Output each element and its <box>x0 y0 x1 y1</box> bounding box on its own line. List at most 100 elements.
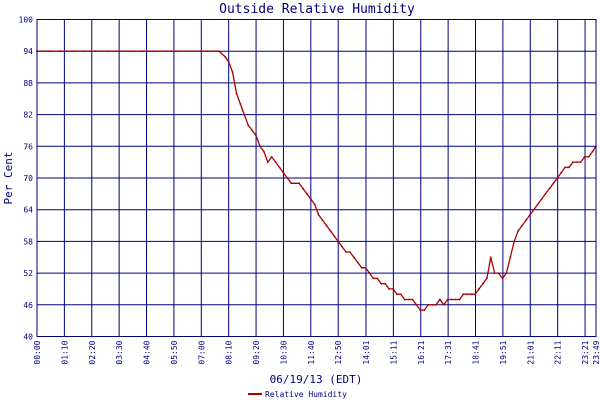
data-point <box>470 293 473 296</box>
y-tick-label: 88 <box>23 79 33 88</box>
data-point <box>505 272 508 274</box>
data-point <box>360 266 363 269</box>
x-tick-label: 23:21 <box>581 340 590 364</box>
legend: Relative Humidity <box>248 390 347 399</box>
data-point <box>431 303 433 306</box>
data-point <box>450 298 453 301</box>
data-point <box>575 161 578 164</box>
data-point <box>446 298 449 301</box>
data-point <box>302 187 304 190</box>
data-point <box>591 150 594 153</box>
data-point <box>513 240 516 243</box>
data-point <box>290 182 293 185</box>
y-tick-label: 46 <box>23 301 33 310</box>
x-tick-label: 17:31 <box>444 340 453 364</box>
data-point <box>364 266 367 269</box>
data-point <box>403 298 406 301</box>
data-point <box>485 277 488 280</box>
data-point <box>497 272 500 274</box>
data-point <box>458 298 461 301</box>
series-line <box>37 50 597 311</box>
data-point <box>435 303 437 306</box>
data-point <box>380 282 383 285</box>
data-point <box>587 155 590 158</box>
data-point <box>206 50 209 53</box>
data-point <box>478 288 480 290</box>
data-point <box>94 50 97 53</box>
x-tick-label: 10:30 <box>279 340 288 364</box>
plot-frame <box>36 19 597 337</box>
data-point <box>321 219 324 222</box>
data-point <box>572 161 574 164</box>
data-point <box>223 55 226 58</box>
x-tick-label: 18:41 <box>472 340 481 364</box>
data-point <box>247 124 250 127</box>
data-point <box>235 92 238 95</box>
data-point <box>395 293 398 296</box>
x-tick-label: 09:20 <box>252 340 261 364</box>
data-point <box>306 192 308 195</box>
data-point <box>239 103 242 105</box>
y-axis-title: Per Cent <box>2 152 15 205</box>
data-point <box>501 277 504 280</box>
x-tick-label: 23:49 <box>592 340 600 364</box>
data-point <box>298 182 300 185</box>
data-point <box>536 203 539 206</box>
data-point <box>384 282 387 285</box>
y-tick-label: 76 <box>23 142 33 151</box>
x-tick-label: 01:10 <box>60 340 69 364</box>
data-point <box>509 256 512 259</box>
data-point <box>176 50 179 53</box>
x-tick-label: 14:01 <box>362 340 371 364</box>
data-point <box>217 50 220 53</box>
data-point <box>532 208 535 211</box>
data-point <box>345 251 347 253</box>
data-point <box>337 240 340 243</box>
data-point <box>442 303 445 306</box>
data-point <box>493 272 496 274</box>
data-point <box>462 293 465 296</box>
x-tick-label: 03:30 <box>115 340 124 364</box>
x-axis-title: 06/19/13 (EDT) <box>270 373 363 386</box>
data-point <box>415 303 418 306</box>
y-tick-label: 64 <box>23 206 33 215</box>
data-point <box>333 235 336 238</box>
data-point <box>200 50 203 53</box>
data-point <box>259 145 261 148</box>
data-point <box>564 166 566 169</box>
data-point <box>556 177 559 179</box>
x-tick-label: 21:01 <box>526 340 535 364</box>
data-point <box>313 203 316 206</box>
data-point <box>227 60 230 63</box>
x-tick-label: 05:50 <box>170 340 179 364</box>
data-point <box>352 256 355 259</box>
data-point <box>47 50 50 53</box>
data-point <box>153 50 156 53</box>
data-point <box>439 298 441 301</box>
data-point <box>266 161 269 164</box>
data-point <box>278 166 281 169</box>
data-point <box>106 50 109 53</box>
data-point <box>286 177 289 179</box>
data-point <box>59 50 62 53</box>
y-tick-labels: 100 94 88 82 76 70 64 58 52 46 40 <box>19 16 34 342</box>
data-point <box>544 192 547 195</box>
data-point <box>274 161 277 164</box>
x-tick-label: 16:21 <box>417 340 426 364</box>
y-tick-label: 40 <box>23 333 33 342</box>
data-point <box>212 50 214 53</box>
data-point <box>388 288 390 290</box>
data-point <box>188 50 191 53</box>
y-tick-label: 82 <box>23 111 33 120</box>
x-tick-label: 04:40 <box>143 340 152 364</box>
chart-title: Outside Relative Humidity <box>219 2 415 17</box>
data-point <box>454 298 457 301</box>
data-point <box>419 309 422 311</box>
x-tick-label: 07:00 <box>197 340 206 364</box>
data-point <box>474 293 477 296</box>
data-point <box>71 50 74 53</box>
data-point <box>552 182 555 185</box>
data-point <box>376 277 379 280</box>
